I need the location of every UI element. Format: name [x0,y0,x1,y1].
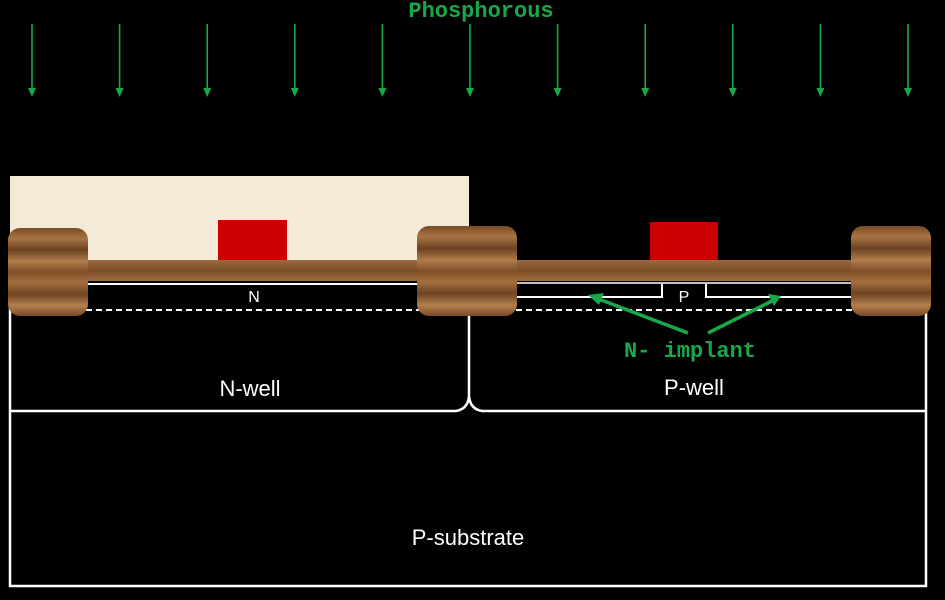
field-oxide-center [417,226,517,316]
callout-label: N- implant [624,339,756,364]
well-boundary [10,315,926,413]
p-well-label: P-well [664,375,724,400]
implant-arrow-head [816,88,825,97]
n-contact-label: N [248,289,260,306]
n-diffusion-outline [85,281,421,285]
gate-n-side [218,220,287,260]
implant-arrow-head [553,88,562,97]
implant-arrow-head [203,88,212,97]
implant-arrow-head [378,88,387,97]
callout-arrows [588,293,781,335]
p-substrate-outline [8,300,928,588]
p-substrate-label: P-substrate [412,525,525,550]
gate-oxide-n-side [84,260,424,281]
field-oxide-left [8,228,88,316]
implant-arrow-head [290,88,299,97]
implant-arrows [28,24,912,97]
p-diffusion-right-outline [705,284,853,298]
gate-p-side [650,222,718,260]
gate-oxide-p-side [512,260,856,281]
dopant-label: Phosphorous [408,0,553,24]
implant-arrow-head [28,88,36,97]
implant-arrow-head [641,88,650,97]
n-well-label: N-well [219,376,280,401]
p-contact-label: P [679,289,690,306]
p-diffusion-left-outline [513,284,663,298]
implant-arrow-head [466,88,474,97]
implant-arrow-head [115,88,124,97]
implant-arrow-head [728,88,737,97]
implant-arrow-head [904,88,912,97]
field-oxide-right [851,226,931,316]
